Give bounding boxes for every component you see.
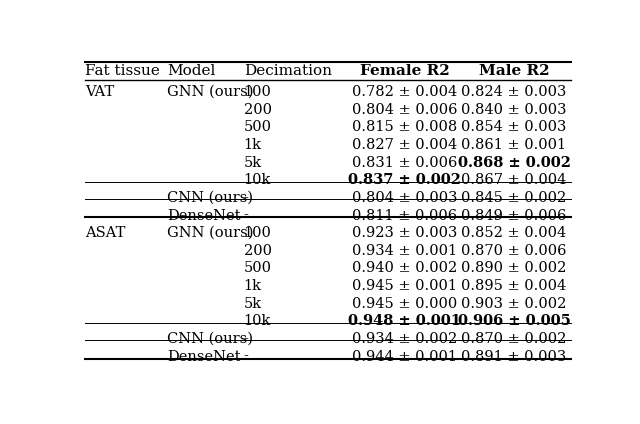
Text: 100: 100 xyxy=(244,85,271,99)
Text: 0.890 ± 0.002: 0.890 ± 0.002 xyxy=(461,261,566,276)
Text: GNN (ours): GNN (ours) xyxy=(167,226,253,240)
Text: Female R2: Female R2 xyxy=(360,64,450,78)
Text: 0.948 ± 0.001: 0.948 ± 0.001 xyxy=(348,314,461,328)
Text: 200: 200 xyxy=(244,103,272,117)
Text: 0.944 ± 0.001: 0.944 ± 0.001 xyxy=(353,349,458,363)
Text: 0.854 ± 0.003: 0.854 ± 0.003 xyxy=(461,120,566,134)
Text: 0.837 ± 0.002: 0.837 ± 0.002 xyxy=(348,173,461,187)
Text: 0.849 ± 0.006: 0.849 ± 0.006 xyxy=(461,209,566,223)
Text: 0.891 ± 0.003: 0.891 ± 0.003 xyxy=(461,349,566,363)
Text: -: - xyxy=(244,191,248,205)
Text: CNN (ours): CNN (ours) xyxy=(167,191,253,205)
Text: 100: 100 xyxy=(244,226,271,240)
Text: -: - xyxy=(244,209,248,223)
Text: 10k: 10k xyxy=(244,314,271,328)
Text: 0.923 ± 0.003: 0.923 ± 0.003 xyxy=(352,226,458,240)
Text: 5k: 5k xyxy=(244,156,262,170)
Text: 5k: 5k xyxy=(244,297,262,311)
Text: 0.845 ± 0.002: 0.845 ± 0.002 xyxy=(461,191,566,205)
Text: -: - xyxy=(244,332,248,346)
Text: 0.945 ± 0.000: 0.945 ± 0.000 xyxy=(352,297,458,311)
Text: 0.934 ± 0.001: 0.934 ± 0.001 xyxy=(352,244,458,258)
Text: 0.868 ± 0.002: 0.868 ± 0.002 xyxy=(458,156,570,170)
Text: 0.782 ± 0.004: 0.782 ± 0.004 xyxy=(352,85,458,99)
Text: 1k: 1k xyxy=(244,138,262,152)
Text: ASAT: ASAT xyxy=(85,226,125,240)
Text: 0.811 ± 0.006: 0.811 ± 0.006 xyxy=(352,209,458,223)
Text: 0.903 ± 0.002: 0.903 ± 0.002 xyxy=(461,297,566,311)
Text: 0.804 ± 0.006: 0.804 ± 0.006 xyxy=(352,103,458,117)
Text: GNN (ours): GNN (ours) xyxy=(167,85,253,99)
Text: Male R2: Male R2 xyxy=(479,64,549,78)
Text: 500: 500 xyxy=(244,120,272,134)
Text: Fat tissue: Fat tissue xyxy=(85,64,160,78)
Text: 0.940 ± 0.002: 0.940 ± 0.002 xyxy=(352,261,458,276)
Text: 0.895 ± 0.004: 0.895 ± 0.004 xyxy=(461,279,566,293)
Text: Decimation: Decimation xyxy=(244,64,332,78)
Text: 0.867 ± 0.004: 0.867 ± 0.004 xyxy=(461,173,566,187)
Text: -: - xyxy=(244,349,248,363)
Text: DenseNet: DenseNet xyxy=(167,349,240,363)
Text: 0.840 ± 0.003: 0.840 ± 0.003 xyxy=(461,103,567,117)
Text: 500: 500 xyxy=(244,261,272,276)
Text: 0.824 ± 0.003: 0.824 ± 0.003 xyxy=(461,85,566,99)
Text: 0.945 ± 0.001: 0.945 ± 0.001 xyxy=(353,279,458,293)
Text: 0.831 ± 0.006: 0.831 ± 0.006 xyxy=(352,156,458,170)
Text: 0.870 ± 0.006: 0.870 ± 0.006 xyxy=(461,244,567,258)
Text: DenseNet: DenseNet xyxy=(167,209,240,223)
Text: 10k: 10k xyxy=(244,173,271,187)
Text: 0.827 ± 0.004: 0.827 ± 0.004 xyxy=(352,138,458,152)
Text: Model: Model xyxy=(167,64,215,78)
Text: 200: 200 xyxy=(244,244,272,258)
Text: 0.815 ± 0.008: 0.815 ± 0.008 xyxy=(352,120,458,134)
Text: 1k: 1k xyxy=(244,279,262,293)
Text: 0.852 ± 0.004: 0.852 ± 0.004 xyxy=(461,226,566,240)
Text: 0.870 ± 0.002: 0.870 ± 0.002 xyxy=(461,332,566,346)
Text: 0.804 ± 0.003: 0.804 ± 0.003 xyxy=(352,191,458,205)
Text: VAT: VAT xyxy=(85,85,114,99)
Text: 0.906 ± 0.005: 0.906 ± 0.005 xyxy=(458,314,570,328)
Text: CNN (ours): CNN (ours) xyxy=(167,332,253,346)
Text: 0.934 ± 0.002: 0.934 ± 0.002 xyxy=(352,332,458,346)
Text: 0.861 ± 0.001: 0.861 ± 0.001 xyxy=(461,138,566,152)
